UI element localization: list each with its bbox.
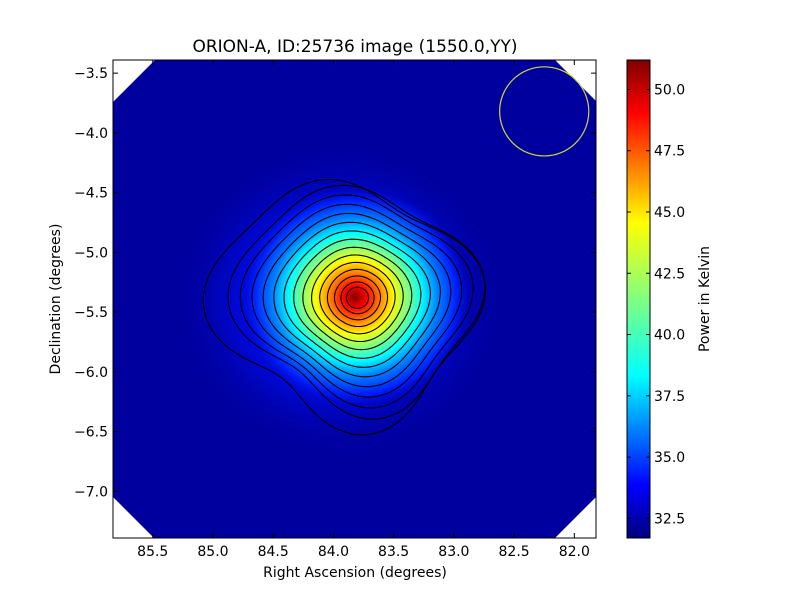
x-tick-label: 83.5 <box>378 544 409 560</box>
corner-mask-bottom-left <box>113 497 154 538</box>
y-tick-label: −4.5 <box>74 186 108 202</box>
chart-title: ORION-A, ID:25736 image (1550.0,YY) <box>192 37 517 57</box>
contour-line <box>302 246 413 351</box>
colorbar-tick-label: 40.0 <box>654 328 685 344</box>
x-axis-ticks: 85.5 85.0 84.5 84.0 83.5 83.0 82.5 82.0 <box>137 60 590 560</box>
colorbar-tick-label: 50.0 <box>654 82 685 98</box>
colorbar-tick-label: 37.5 <box>654 389 685 405</box>
contour-line <box>273 221 441 378</box>
x-tick-label: 83.0 <box>438 544 469 560</box>
contour-line <box>345 286 370 309</box>
contour-line <box>319 261 396 335</box>
contour-line <box>333 275 382 321</box>
contour-line <box>202 178 486 436</box>
x-tick-label: 84.5 <box>258 544 289 560</box>
y-tick-label: −6.5 <box>74 425 108 441</box>
colorbar-tick-label: 47.5 <box>654 144 685 160</box>
beam-circle <box>499 66 590 157</box>
y-tick-label: −6.0 <box>74 365 108 381</box>
colorbar-tick-label: 35.0 <box>654 450 685 466</box>
y-tick-label: −4.0 <box>74 126 108 142</box>
colorbar-ticks: 32.5 35.0 37.5 40.0 42.5 45.0 47.5 50.0 <box>627 82 685 527</box>
corner-mask-top-left <box>113 60 155 102</box>
colorbar-label: Power in Kelvin <box>697 246 713 352</box>
colorbar-frame <box>626 59 651 539</box>
y-axis-label: Declination (degrees) <box>48 224 64 375</box>
contour-line <box>239 194 474 409</box>
y-tick-label: −3.5 <box>74 66 108 82</box>
x-tick-label: 82.0 <box>559 544 590 560</box>
contour-line <box>340 281 375 315</box>
contour-line <box>262 212 452 388</box>
y-tick-label: −5.5 <box>74 305 108 321</box>
contour-line <box>251 203 463 398</box>
y-tick-label: −5.0 <box>74 245 108 261</box>
contour-line <box>326 268 389 328</box>
corner-mask-bottom-right <box>555 497 596 538</box>
x-tick-label: 84.0 <box>318 544 349 560</box>
plot-area: 85.5 85.0 84.5 84.0 83.5 83.0 82.5 82.0 −3.5 −4.… <box>74 59 597 560</box>
contour-line <box>311 254 404 343</box>
colorbar: 32.5 35.0 37.5 40.0 42.5 45.0 47.5 50.0 Power i… <box>626 59 713 539</box>
x-tick-label: 85.5 <box>137 544 168 560</box>
colorbar-tick-label: 42.5 <box>654 266 685 282</box>
contour-line <box>283 230 431 368</box>
y-tick-label: −7.0 <box>74 484 108 500</box>
x-tick-label: 85.0 <box>197 544 228 560</box>
source-emission <box>240 187 470 407</box>
contour-line <box>227 184 486 420</box>
colorbar-tick-label: 45.0 <box>654 205 685 221</box>
contour-lines <box>202 178 486 436</box>
x-tick-label: 82.5 <box>499 544 530 560</box>
colorbar-tick-label: 32.5 <box>654 511 685 527</box>
y-axis-ticks: −3.5 −4.0 −4.5 −5.0 −5.5 −6.0 −6.5 −7.0 <box>74 66 596 500</box>
x-axis-label: Right Ascension (degrees) <box>263 565 447 581</box>
contour-line <box>293 238 422 359</box>
plot-frame <box>112 59 597 539</box>
colorbar-gradient <box>627 60 650 538</box>
